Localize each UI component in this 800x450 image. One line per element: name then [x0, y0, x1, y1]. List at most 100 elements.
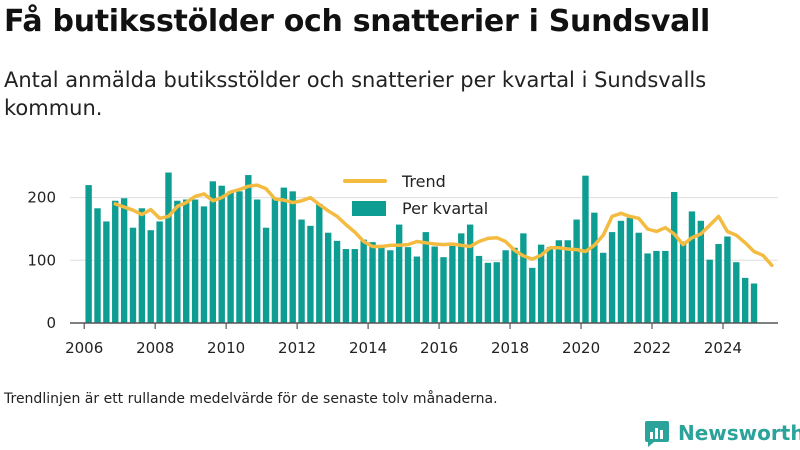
legend-bars-swatch — [352, 201, 386, 216]
x-tick-label: 2010 — [207, 339, 245, 357]
x-tick-label: 2024 — [704, 339, 742, 357]
bar — [617, 220, 625, 323]
bar — [466, 224, 474, 323]
bar — [271, 197, 279, 323]
bar — [458, 233, 465, 323]
bar — [537, 244, 545, 323]
bar — [191, 199, 199, 323]
bar — [511, 247, 518, 323]
bar — [688, 211, 696, 323]
x-tick-label: 2020 — [562, 339, 600, 357]
trend-series — [113, 183, 774, 268]
bar — [635, 232, 642, 323]
bar — [413, 256, 421, 323]
bar — [679, 241, 687, 323]
axes: 0 100 200 2006 2008 2010 2012 2014 2016 2018 2020 2… — [27, 189, 778, 357]
bar — [351, 249, 358, 323]
bar — [422, 232, 429, 323]
bar — [600, 252, 607, 323]
bar — [546, 247, 554, 323]
bar — [254, 199, 261, 323]
bar — [431, 246, 438, 323]
bar — [103, 221, 110, 323]
chart-subtitle: Antal anmälda butiksstölder och snatteri… — [4, 68, 707, 120]
bar — [493, 262, 500, 323]
bar — [715, 244, 722, 323]
bar — [440, 257, 447, 323]
bar — [360, 239, 367, 323]
bar-chart: 0 100 200 2006 2008 2010 2012 2014 2016 2018 2020 2… — [27, 172, 778, 357]
legend-bars-label: Per kvartal — [402, 199, 488, 218]
bar — [218, 185, 225, 323]
x-tick-label: 2016 — [420, 339, 458, 357]
bar — [183, 199, 190, 323]
y-tick-label: 0 — [46, 314, 56, 332]
bar — [484, 262, 492, 323]
bar — [156, 221, 163, 323]
bar — [262, 227, 270, 323]
bar — [342, 249, 350, 323]
bar — [236, 191, 243, 323]
bar — [324, 232, 332, 323]
bar — [564, 240, 571, 323]
bar — [404, 247, 412, 323]
chart-title: Få butiksstölder och snatterier i Sundsv… — [4, 4, 711, 39]
bars-series — [85, 172, 758, 323]
bar — [316, 203, 323, 323]
bar — [387, 250, 394, 323]
bar — [724, 236, 731, 323]
bar — [750, 283, 758, 323]
bar — [112, 200, 119, 323]
bar — [378, 245, 385, 323]
y-tick-label: 100 — [27, 251, 56, 269]
x-tick-label: 2022 — [633, 339, 671, 357]
bar — [227, 191, 234, 323]
trend-line — [113, 183, 774, 268]
brand-name: Newsworthy — [678, 421, 800, 445]
x-tick-label: 2012 — [278, 339, 316, 357]
bar — [555, 240, 563, 323]
bar — [502, 250, 509, 323]
bar — [280, 187, 288, 323]
bar — [307, 225, 314, 323]
bar — [671, 191, 678, 323]
bar — [608, 232, 616, 323]
legend: Trend Per kvartal — [343, 172, 488, 218]
bar — [245, 175, 252, 323]
bar — [520, 233, 527, 323]
bar — [591, 212, 598, 323]
bar — [395, 224, 403, 323]
bar — [200, 206, 208, 323]
bar — [529, 267, 536, 323]
bar — [94, 208, 101, 323]
x-tick-label: 2014 — [349, 339, 387, 357]
bar — [333, 240, 341, 323]
bar — [573, 219, 580, 323]
x-tick-label: 2006 — [65, 339, 103, 357]
bar — [706, 259, 713, 323]
x-tick-label: 2018 — [491, 339, 529, 357]
footnote: Trendlinjen är ett rullande medelvärde f… — [4, 391, 498, 407]
bar — [475, 255, 483, 323]
bar — [582, 175, 589, 323]
bar — [138, 208, 146, 323]
bar — [653, 250, 660, 323]
bar — [741, 277, 749, 323]
bar — [85, 185, 92, 323]
bar — [626, 217, 634, 323]
bar — [697, 220, 705, 323]
bar — [644, 253, 651, 323]
bar — [449, 245, 456, 323]
bar — [289, 191, 296, 323]
bar — [165, 172, 172, 323]
bar — [733, 262, 740, 323]
brand-logo: Newsworthy — [644, 418, 800, 448]
newsworthy-logo-icon — [645, 421, 669, 447]
bar — [662, 250, 669, 323]
bar — [174, 200, 181, 323]
bar — [298, 219, 305, 323]
bar — [120, 198, 128, 323]
bar — [369, 242, 376, 323]
bar — [147, 230, 154, 323]
y-tick-label: 200 — [27, 189, 56, 207]
